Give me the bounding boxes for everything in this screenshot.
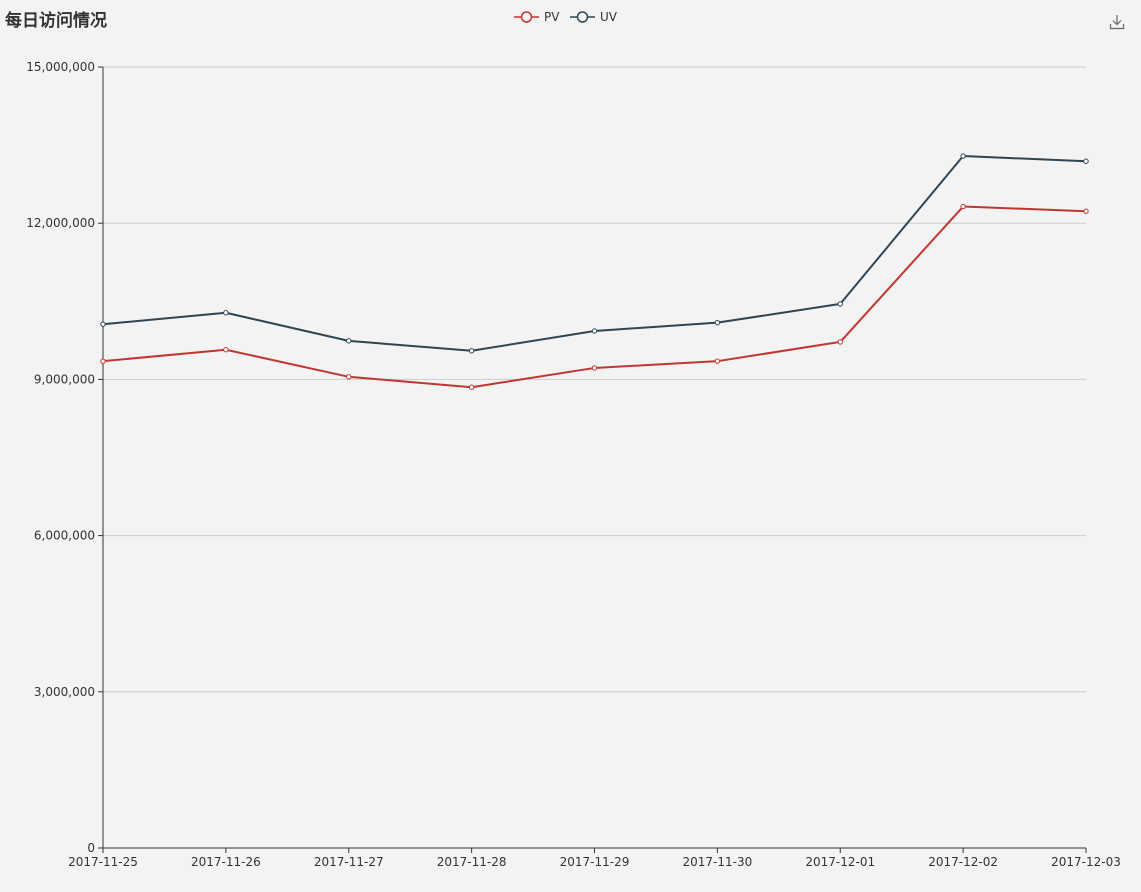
data-point-uv[interactable]	[1083, 158, 1089, 164]
x-tick-label: 2017-11-26	[191, 855, 261, 869]
x-tick-label: 2017-11-25	[68, 855, 138, 869]
y-tick-label: 15,000,000	[26, 60, 95, 74]
x-tick-label: 2017-12-02	[928, 855, 998, 869]
data-point-pv[interactable]	[714, 358, 721, 364]
series-line-uv	[102, 155, 1087, 352]
x-tick-label: 2017-11-27	[314, 855, 384, 869]
legend-item-uv[interactable]: UV	[570, 10, 618, 24]
data-point-pv[interactable]	[468, 384, 475, 390]
series-pv	[100, 203, 1089, 390]
series-line-pv	[102, 205, 1087, 389]
y-axis: 0 3,000,000 6,000,000 9,000,000 12,000,000 15…	[26, 60, 104, 855]
x-tick-label: 2017-11-30	[683, 855, 753, 869]
chart-title: 每日访问情况	[5, 10, 107, 31]
download-button[interactable]	[1109, 14, 1125, 30]
data-point-uv[interactable]	[346, 338, 352, 344]
data-point-pv[interactable]	[960, 203, 966, 210]
legend-line-circle-icon	[570, 11, 595, 23]
legend: PV UV	[514, 10, 618, 24]
legend-label: UV	[600, 10, 618, 24]
legend-item-pv[interactable]: PV	[514, 10, 560, 24]
x-tick-label: 2017-11-29	[560, 855, 630, 869]
series-layer	[100, 153, 1089, 390]
data-point-uv[interactable]	[837, 301, 843, 307]
y-tick-label: 0	[87, 841, 95, 855]
legend-label: PV	[544, 10, 560, 24]
data-point-pv[interactable]	[837, 339, 843, 345]
data-point-uv[interactable]	[468, 348, 475, 354]
download-icon	[1109, 15, 1125, 30]
data-point-uv[interactable]	[223, 310, 229, 316]
series-uv	[100, 153, 1089, 354]
data-point-pv[interactable]	[346, 374, 352, 380]
x-tick-label: 2017-12-01	[805, 855, 875, 869]
data-point-uv[interactable]	[960, 153, 966, 159]
data-point-uv[interactable]	[591, 328, 598, 334]
y-tick-label: 6,000,000	[34, 529, 95, 543]
data-point-pv[interactable]	[591, 365, 598, 371]
data-point-uv[interactable]	[100, 321, 106, 327]
x-tick-label: 2017-12-03	[1051, 855, 1121, 869]
data-point-pv[interactable]	[1083, 208, 1089, 214]
data-point-pv[interactable]	[100, 358, 106, 364]
data-point-pv[interactable]	[223, 347, 229, 353]
legend-line-circle-icon	[514, 11, 539, 23]
x-tick-label: 2017-11-28	[437, 855, 507, 869]
y-tick-label: 12,000,000	[26, 216, 95, 230]
data-point-uv[interactable]	[714, 319, 721, 326]
x-axis: 2017-11-25 2017-11-26 2017-11-27 2017-11-28…	[68, 847, 1121, 869]
y-tick-label: 9,000,000	[34, 372, 95, 386]
grid-lines	[103, 66, 1086, 693]
y-tick-label: 3,000,000	[34, 685, 95, 699]
